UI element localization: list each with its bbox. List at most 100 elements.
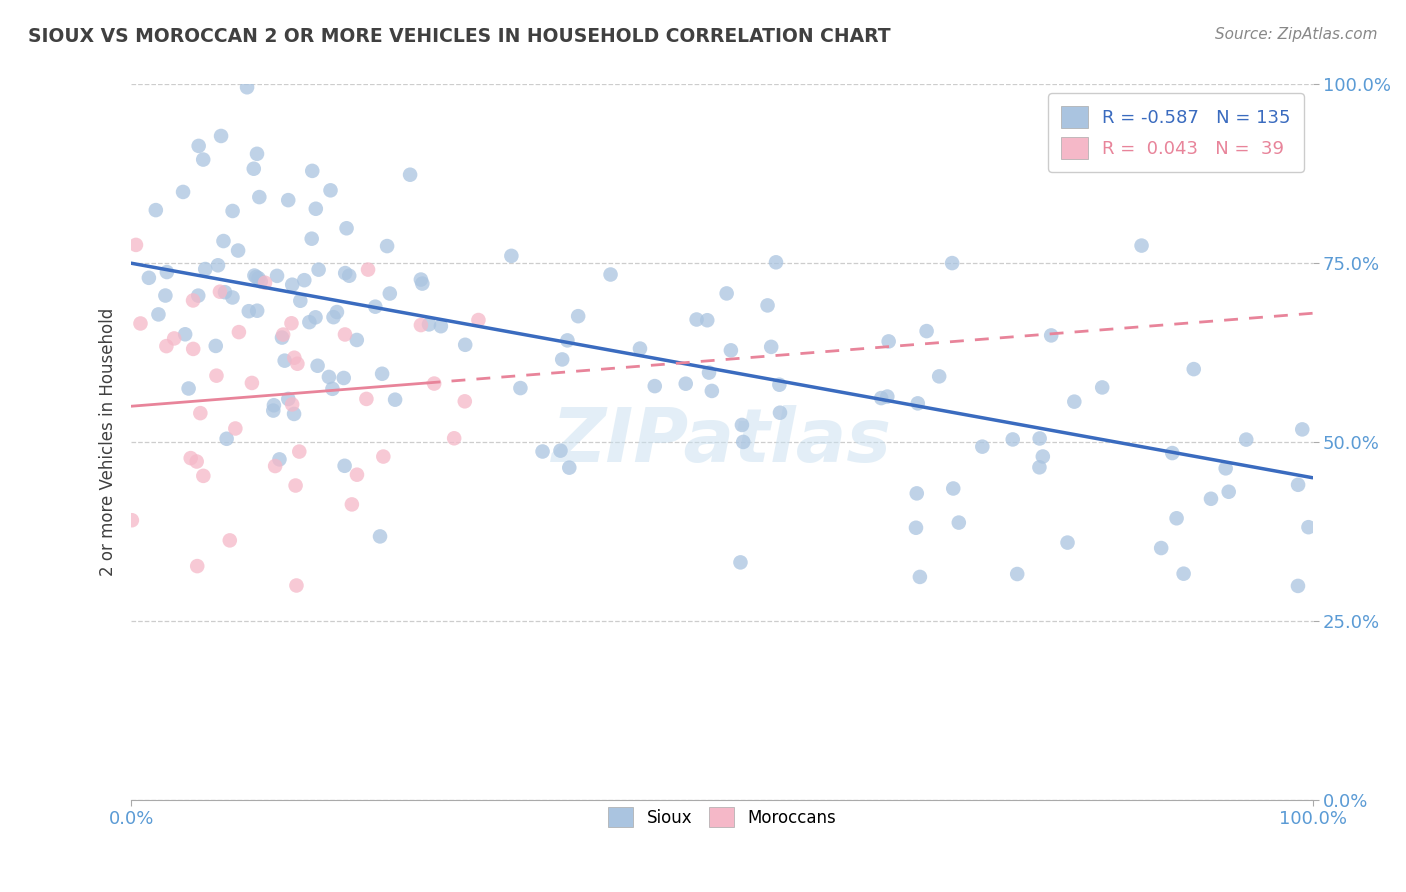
Point (337, 268, 360, 283)
Point (193, 153, 215, 167)
Point (768, 377, 790, 392)
Point (156, 265, 179, 279)
Point (277, 193, 299, 207)
Point (240, 376, 263, 390)
Point (375, 239, 398, 253)
Point (224, 421, 246, 435)
Point (194, 262, 217, 277)
Point (280, 316, 302, 330)
Point (269, 452, 291, 467)
Point (1291, 422, 1313, 436)
Point (430, 319, 453, 334)
Point (371, 367, 394, 381)
Point (263, 398, 285, 412)
Point (246, 303, 269, 318)
Point (346, 467, 368, 482)
Point (567, 309, 589, 323)
Point (1028, 460, 1050, 475)
Point (177, 382, 200, 396)
Point (1286, 579, 1309, 593)
Point (765, 255, 787, 269)
Point (335, 221, 357, 235)
Point (218, 533, 240, 548)
Point (1286, 477, 1309, 491)
Point (283, 351, 305, 365)
Point (558, 460, 581, 475)
Point (876, 390, 898, 404)
Point (700, 384, 723, 398)
Text: ZIPatlas: ZIPatlas (553, 406, 891, 478)
Point (155, 288, 177, 302)
Point (273, 353, 295, 368)
Point (550, 443, 572, 458)
Point (332, 371, 354, 385)
Point (1040, 328, 1063, 343)
Point (1199, 491, 1222, 506)
Point (1215, 461, 1237, 475)
Point (284, 478, 307, 492)
Point (215, 432, 238, 446)
Point (277, 392, 299, 406)
Point (1166, 511, 1188, 525)
Point (298, 315, 321, 329)
Point (364, 300, 387, 314)
Point (214, 285, 236, 300)
Point (321, 382, 343, 396)
Point (290, 293, 312, 308)
Point (1130, 238, 1153, 252)
Point (204, 339, 226, 353)
Point (221, 290, 243, 304)
Point (1161, 446, 1184, 460)
Point (292, 273, 315, 287)
Y-axis label: 2 or more Vehicles in Household: 2 or more Vehicles in Household (100, 308, 117, 576)
Point (905, 486, 928, 500)
Point (870, 391, 893, 405)
Point (208, 285, 231, 299)
Point (221, 204, 243, 219)
Point (733, 434, 755, 449)
Point (305, 202, 328, 216)
Point (357, 262, 380, 277)
Point (187, 288, 209, 302)
Point (247, 190, 270, 204)
Point (271, 327, 294, 342)
Point (411, 277, 433, 291)
Point (266, 268, 288, 283)
Point (181, 293, 204, 308)
Point (1001, 433, 1024, 447)
Point (675, 376, 697, 391)
Point (378, 286, 401, 301)
Point (948, 516, 970, 530)
Point (322, 310, 344, 325)
Point (271, 330, 294, 344)
Point (628, 342, 651, 356)
Point (186, 559, 208, 574)
Point (301, 164, 323, 178)
Point (1182, 362, 1205, 376)
Legend: Sioux, Moroccans: Sioux, Moroccans (602, 800, 842, 834)
Point (1298, 520, 1320, 534)
Point (696, 313, 718, 327)
Point (228, 325, 250, 339)
Point (301, 232, 323, 246)
Point (356, 392, 378, 406)
Point (373, 450, 395, 464)
Point (409, 318, 432, 332)
Point (599, 268, 621, 282)
Point (1234, 433, 1257, 447)
Point (418, 318, 440, 332)
Point (264, 458, 287, 473)
Point (384, 392, 406, 407)
Point (904, 521, 927, 535)
Point (557, 334, 579, 348)
Point (308, 262, 330, 277)
Point (531, 444, 554, 458)
Point (304, 310, 326, 325)
Point (247, 271, 270, 285)
Point (340, 497, 363, 511)
Point (129, 317, 152, 331)
Point (333, 327, 356, 342)
Point (207, 258, 229, 272)
Point (972, 440, 994, 454)
Point (1056, 535, 1078, 549)
